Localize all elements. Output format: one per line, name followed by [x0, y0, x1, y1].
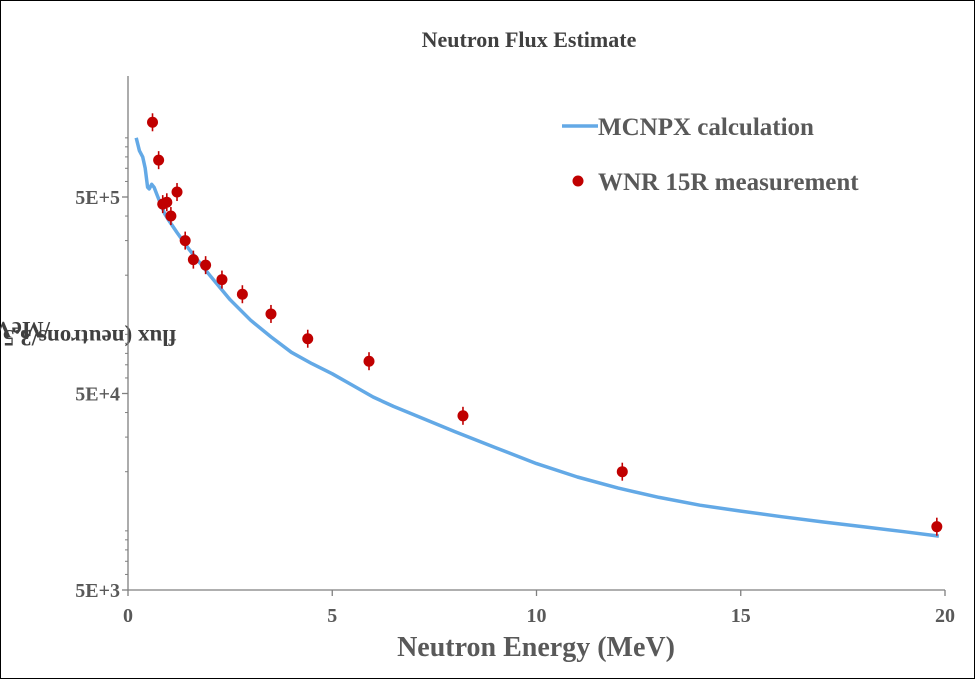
data-point	[216, 274, 228, 286]
x-tick-label: 15	[731, 605, 751, 627]
series-line-mcnpx	[134, 137, 940, 538]
x-tick-label: 0	[123, 605, 133, 627]
x-tick-label: 20	[935, 605, 955, 627]
y-tick-label: 5E+3	[75, 580, 120, 602]
data-point	[153, 154, 165, 166]
legend-label-wnr: WNR 15R measurement	[598, 169, 859, 196]
data-point	[236, 288, 248, 300]
y-tick-label: 5E+4	[75, 384, 120, 406]
data-point	[171, 186, 183, 198]
y-tick-label: 5E+5	[75, 187, 120, 209]
x-tick-label: 5	[327, 605, 337, 627]
data-point	[363, 355, 375, 367]
data-point	[179, 235, 191, 247]
data-point	[302, 333, 314, 345]
chart-title: Neutron Flux Estimate	[421, 27, 637, 52]
x-tick-label: 10	[527, 605, 547, 627]
data-point	[165, 210, 177, 222]
data-point	[147, 116, 159, 128]
data-point	[616, 466, 628, 478]
data-point	[161, 196, 173, 208]
legend-swatch-wnr	[572, 175, 584, 187]
data-point	[187, 254, 199, 266]
x-axis-label: Neutron Energy (MeV)	[397, 632, 675, 663]
data-point	[265, 308, 277, 320]
data-point	[457, 410, 469, 422]
data-point	[931, 521, 943, 533]
legend-label-mcnpx: MCNPX calculation	[598, 114, 814, 141]
data-point	[200, 259, 212, 271]
